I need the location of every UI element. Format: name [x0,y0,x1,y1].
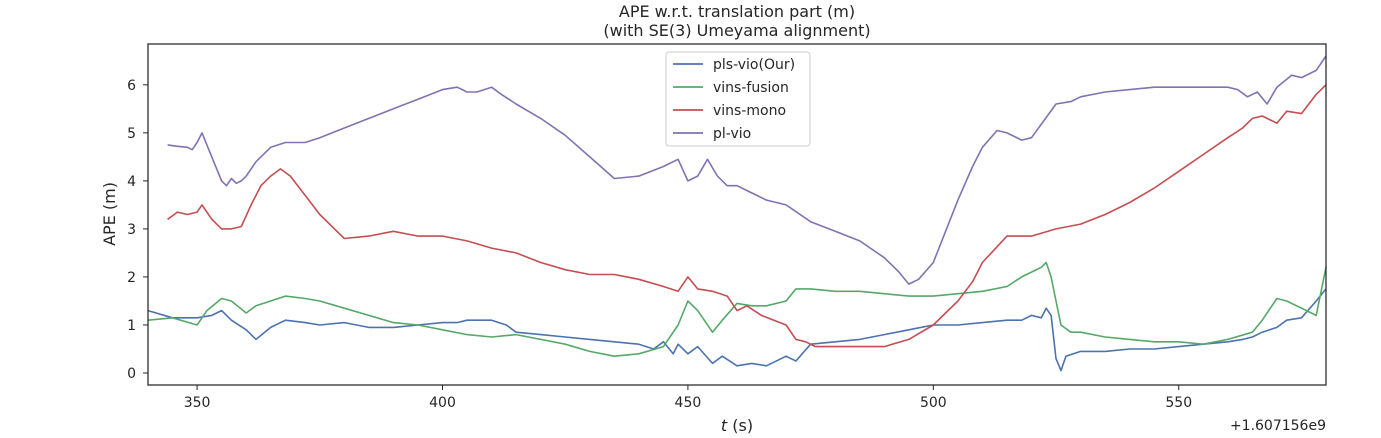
x-axis: 350 400 450 500 550 [184,385,1192,411]
y-axis-label: APE (m) [100,182,119,246]
x-axis-unit: (s) [732,416,753,435]
series-line-1 [147,261,1327,358]
y-tick-label: 5 [127,126,136,142]
y-tick-label: 1 [127,318,136,334]
series-layer [147,55,1327,372]
legend: pls-vio(Our) vins-fusion vins-mono pl-vio [665,51,811,147]
x-tick-label: 550 [1165,395,1192,411]
x-tick-label: 350 [184,395,211,411]
legend-label-2: vins-mono [713,103,786,119]
legend-label-1: vins-fusion [713,80,789,96]
x-tick-label: 400 [429,395,456,411]
x-axis-variable: t [721,416,728,435]
y-axis: 0 1 2 3 4 5 6 [127,78,148,382]
series-line-0 [147,288,1327,372]
chart-subtitle: (with SE(3) Umeyama alignment) [603,21,870,40]
legend-box [665,51,811,147]
legend-label-0: pls-vio(Our) [713,57,795,73]
plot-frame [147,43,1327,386]
y-tick-label: 4 [127,174,136,190]
x-axis-label: t (s) [721,416,753,435]
series-line-3 [167,55,1327,285]
y-tick-label: 6 [127,78,136,94]
chart-title: APE w.r.t. translation part (m) [619,2,855,21]
y-tick-label: 2 [127,270,136,286]
legend-label-3: pl-vio [713,126,751,142]
series-line-2 [167,84,1327,348]
x-tick-label: 450 [675,395,702,411]
x-tick-label: 500 [920,395,947,411]
x-axis-offset: +1.607156e9 [1230,418,1326,434]
y-tick-label: 3 [127,222,136,238]
y-tick-label: 0 [127,366,136,382]
